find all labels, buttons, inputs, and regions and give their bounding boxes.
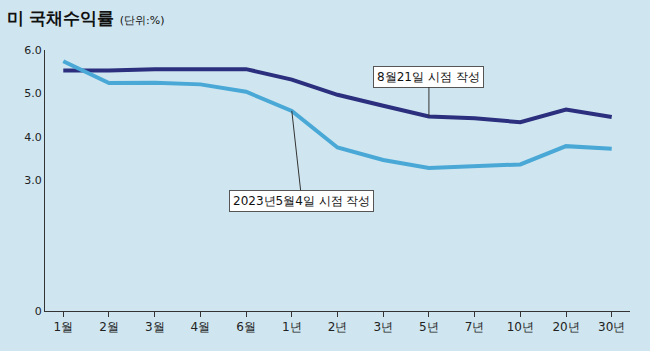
svg-text:4월: 4월 bbox=[191, 320, 211, 334]
svg-text:6월: 6월 bbox=[236, 320, 256, 334]
svg-text:미 국채수익률 (단위:%): 미 국채수익률 (단위:%) bbox=[7, 8, 165, 28]
svg-text:3.0: 3.0 bbox=[24, 174, 42, 187]
svg-text:0: 0 bbox=[35, 305, 42, 318]
svg-text:10년: 10년 bbox=[507, 320, 534, 334]
svg-text:20년: 20년 bbox=[552, 320, 579, 334]
svg-text:3월: 3월 bbox=[145, 320, 165, 334]
svg-text:5년: 5년 bbox=[419, 320, 439, 334]
svg-text:1년: 1년 bbox=[282, 320, 302, 334]
svg-text:3년: 3년 bbox=[373, 320, 393, 334]
svg-text:2023년5월4일 시점 작성: 2023년5월4일 시점 작성 bbox=[233, 194, 370, 208]
svg-text:7년: 7년 bbox=[465, 320, 485, 334]
svg-text:1월: 1월 bbox=[53, 320, 73, 334]
svg-text:4.0: 4.0 bbox=[24, 131, 42, 144]
svg-text:2월: 2월 bbox=[99, 320, 119, 334]
svg-text:2년: 2년 bbox=[328, 320, 348, 334]
svg-text:5.0: 5.0 bbox=[24, 87, 42, 100]
svg-text:30년: 30년 bbox=[598, 320, 625, 334]
svg-text:6.0: 6.0 bbox=[24, 44, 42, 57]
svg-text:8월21일 시점 작성: 8월21일 시점 작성 bbox=[377, 70, 480, 84]
